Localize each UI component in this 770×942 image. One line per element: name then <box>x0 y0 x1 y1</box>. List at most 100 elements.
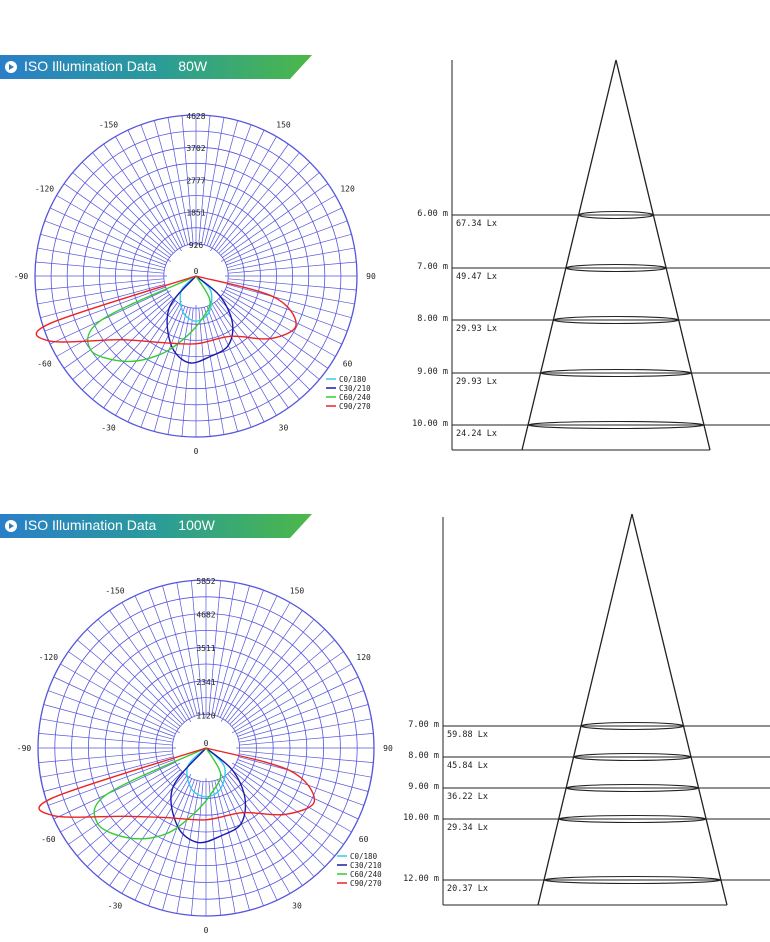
angle-label: 60 <box>343 360 353 369</box>
grid-spoke <box>44 286 166 332</box>
grid-spoke <box>228 261 357 274</box>
legend-label: C90/270 <box>339 402 371 411</box>
legend-label: C60/240 <box>339 393 371 402</box>
grid-spoke <box>238 756 369 792</box>
grid-spoke <box>44 220 166 266</box>
lux-label: 67.34 Lx <box>456 219 497 229</box>
grid-spoke <box>109 775 188 886</box>
illuminance-cone-chart: 6.00 m 67.34 Lx 7.00 m 49.47 Lx 8.00 m 29.93 … <box>412 59 770 451</box>
cone-side <box>615 59 711 451</box>
grid-spoke <box>214 143 289 250</box>
height-label: 7.00 m <box>408 720 439 730</box>
grid-spoke <box>231 769 335 857</box>
grid-spoke <box>40 233 165 269</box>
lux-label: 24.24 Lx <box>456 429 497 439</box>
grid-spoke <box>222 294 329 369</box>
lux-label: 36.22 Lx <box>447 792 488 802</box>
grid-spoke <box>81 298 174 391</box>
legend-label: C30/210 <box>350 861 382 870</box>
grid-spoke <box>211 781 236 914</box>
radial-tick-label: 1851 <box>186 209 205 218</box>
grid-spoke <box>237 690 364 737</box>
radial-tick-label: 1120 <box>196 711 215 720</box>
grid-spoke <box>191 580 204 715</box>
grid-spoke <box>227 233 352 269</box>
angle-label: -90 <box>17 744 32 753</box>
grid-spoke <box>218 298 311 391</box>
angle-label: -150 <box>99 120 118 129</box>
height-label: 7.00 m <box>417 262 448 272</box>
height-label: 9.00 m <box>417 367 448 377</box>
grid-spoke <box>49 207 167 263</box>
cone-side <box>521 59 617 451</box>
grid-spoke <box>40 753 173 778</box>
grid-spoke <box>220 172 320 256</box>
lux-label: 59.88 Lx <box>447 730 488 740</box>
grid-spoke <box>109 610 188 721</box>
grid-spoke <box>86 628 183 725</box>
grid-spoke <box>103 302 178 409</box>
grid-spoke <box>134 778 193 901</box>
grid-spoke <box>167 307 191 435</box>
grid-spoke <box>224 610 303 721</box>
banner-title: ISO Illumination Data <box>24 517 157 533</box>
radial-tick-label: 4682 <box>196 611 215 620</box>
grid-spoke <box>225 207 343 263</box>
angle-label: -30 <box>101 424 116 433</box>
legend-label: C60/240 <box>350 870 382 879</box>
lux-label: 20.37 Lx <box>447 884 488 894</box>
angle-label: 90 <box>383 744 393 753</box>
grid-spoke <box>148 779 195 906</box>
grid-spoke <box>38 750 173 763</box>
radial-tick-label: 3702 <box>186 144 205 153</box>
grid-spoke <box>225 289 343 345</box>
grid-spoke <box>218 161 311 254</box>
grid-spoke <box>201 307 225 435</box>
grid-spoke <box>227 773 315 877</box>
grid-spoke <box>97 773 185 877</box>
illuminated-ellipse <box>558 814 707 824</box>
height-label: 8.00 m <box>417 314 448 324</box>
lux-label: 45.84 Lx <box>447 761 488 771</box>
angle-label: 0 <box>204 926 209 935</box>
angle-label: -90 <box>14 272 29 281</box>
grid-spoke <box>181 115 194 244</box>
grid-spoke <box>134 595 193 718</box>
series-line-C60-240 <box>86 275 211 363</box>
height-label: 12.00 m <box>403 874 439 884</box>
grid-spoke <box>162 585 198 716</box>
illuminated-ellipse <box>565 783 700 793</box>
grid-spoke <box>208 580 221 715</box>
radial-tick-label: 4628 <box>186 112 205 121</box>
grid-spoke <box>224 775 303 886</box>
chevron-right-icon <box>5 61 17 73</box>
lux-label: 49.47 Lx <box>456 272 497 282</box>
illuminated-ellipse <box>565 263 667 273</box>
grid-spoke <box>226 286 348 332</box>
angle-label: 120 <box>340 185 355 194</box>
grid-spoke <box>127 305 183 423</box>
banner-title: ISO Illumination Data <box>24 58 157 74</box>
grid-spoke <box>37 247 165 271</box>
illuminated-ellipse <box>552 315 680 325</box>
illuminance-cone-chart: 7.00 m 59.88 Lx 8.00 m 45.84 Lx 9.00 m 36.22 … <box>403 513 770 906</box>
grid-spoke <box>198 308 211 437</box>
grid-spoke <box>53 676 176 735</box>
angle-label: -60 <box>41 835 56 844</box>
radial-tick-label: 2777 <box>186 176 205 185</box>
grid-spoke <box>140 306 186 428</box>
grid-spoke <box>86 771 183 868</box>
radial-tick-label: 2341 <box>196 678 215 687</box>
angle-label: -150 <box>105 586 124 595</box>
grid-spoke <box>206 124 252 246</box>
grid-spoke <box>191 781 204 916</box>
grid-spoke <box>72 296 172 380</box>
grid-spoke <box>226 220 348 266</box>
grid-spoke <box>233 651 344 730</box>
grid-spoke <box>217 779 264 906</box>
grid-spoke <box>153 307 189 432</box>
grid-spoke <box>222 183 329 258</box>
legend-label: C30/210 <box>339 384 371 393</box>
lux-label: 29.93 Lx <box>456 324 497 334</box>
grid-spoke <box>77 769 181 857</box>
